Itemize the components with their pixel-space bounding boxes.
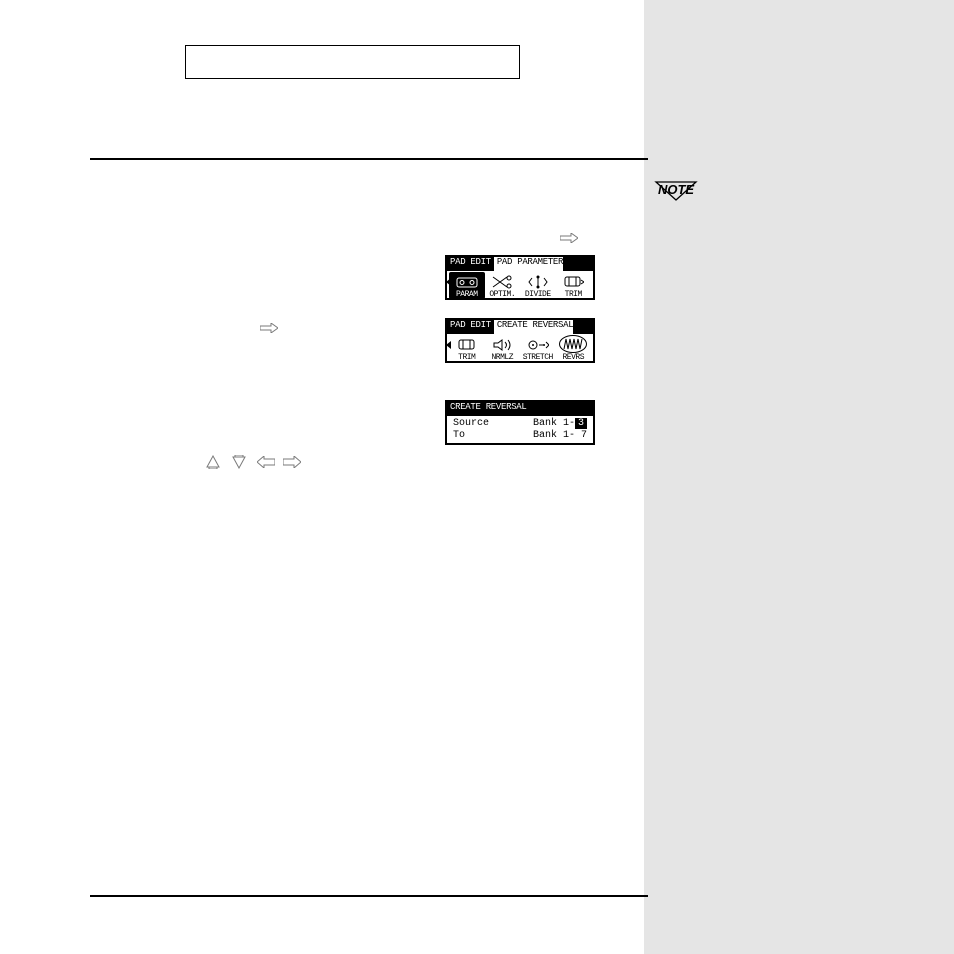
tape-icon — [455, 274, 479, 290]
cursor-right-icon — [283, 455, 299, 469]
stretch-icon — [526, 337, 550, 353]
row-label: Source — [453, 418, 489, 430]
cursor-up-icon — [205, 455, 221, 469]
right-arrow-icon — [260, 323, 278, 333]
lcd1-item-label: OPTIM. — [489, 291, 515, 299]
lcd1-header-black: PAD EDIT — [447, 257, 494, 271]
lcd2-header-plain: CREATE REVERSAL — [494, 320, 574, 334]
lcd2-item-label: NRMLZ — [491, 354, 513, 362]
lcd1-param-button: PARAM — [449, 272, 485, 299]
lcd1-item-label: DIVIDE — [525, 291, 551, 299]
lcd2-stretch-button: STRETCH — [520, 335, 556, 362]
note-badge: NOTE — [654, 180, 698, 202]
lcd3-row-to: To Bank 1- 7 — [453, 430, 587, 442]
lcd2-trim-button: TRIM — [449, 335, 485, 362]
lcd2-item-label: REVRS — [562, 354, 584, 362]
speaker-icon — [490, 337, 514, 353]
split-icon — [526, 274, 550, 290]
sidebar — [644, 0, 954, 954]
lcd1-optim-button: OPTIM. — [485, 272, 521, 299]
scissors-icon — [490, 274, 514, 290]
lcd1-header-plain: PAD PARAMETER — [494, 257, 563, 271]
right-arrow-icon — [560, 233, 578, 243]
bottom-rule — [90, 895, 648, 897]
lcd2-revrs-button: REVRS — [556, 335, 592, 362]
cursor-left-icon — [257, 455, 273, 469]
lcd-pad-parameter: PAD EDIT PAD PARAMETER PARAM OPTIM. — [445, 255, 595, 300]
lcd1-item-label: PARAM — [456, 291, 478, 299]
cursor-down-icon — [231, 455, 247, 469]
lcd1-trim-button: TRIM — [556, 272, 592, 299]
page: NOTE PAD EDIT PAD PARAMETER — [0, 0, 954, 954]
lcd2-item-label: STRETCH — [523, 354, 553, 362]
lcd-create-reversal-menu: PAD EDIT CREATE REVERSAL TRIM NRMLZ — [445, 318, 595, 363]
reverse-icon — [559, 335, 587, 353]
row-value: Bank 1-3 — [533, 418, 587, 430]
lcd3-row-source: Source Bank 1-3 — [453, 418, 587, 430]
lcd2-header-black: PAD EDIT — [447, 320, 494, 334]
trim-icon — [561, 274, 585, 290]
lcd2-nrmlz-button: NRMLZ — [485, 335, 521, 362]
row-label: To — [453, 430, 465, 442]
lcd3-header-black: CREATE REVERSAL — [447, 402, 530, 416]
lcd-create-reversal-params: CREATE REVERSAL Source Bank 1-3 To Bank … — [445, 400, 595, 445]
top-rule — [90, 158, 648, 160]
scroll-left-icon — [446, 341, 451, 349]
title-box — [185, 45, 520, 79]
scroll-left-icon — [446, 278, 451, 286]
trim-icon — [455, 337, 479, 353]
lcd2-item-label: TRIM — [458, 354, 475, 362]
note-label: NOTE — [658, 182, 694, 197]
cursor-keys-row — [205, 455, 299, 469]
lcd1-icons: PARAM OPTIM. DIVIDE TRIM — [447, 271, 593, 300]
lcd1-divide-button: DIVIDE — [520, 272, 556, 299]
lcd2-icons: TRIM NRMLZ STRETCH REVRS — [447, 334, 593, 363]
lcd1-item-label: TRIM — [565, 291, 582, 299]
row-value: Bank 1- 7 — [533, 430, 587, 442]
